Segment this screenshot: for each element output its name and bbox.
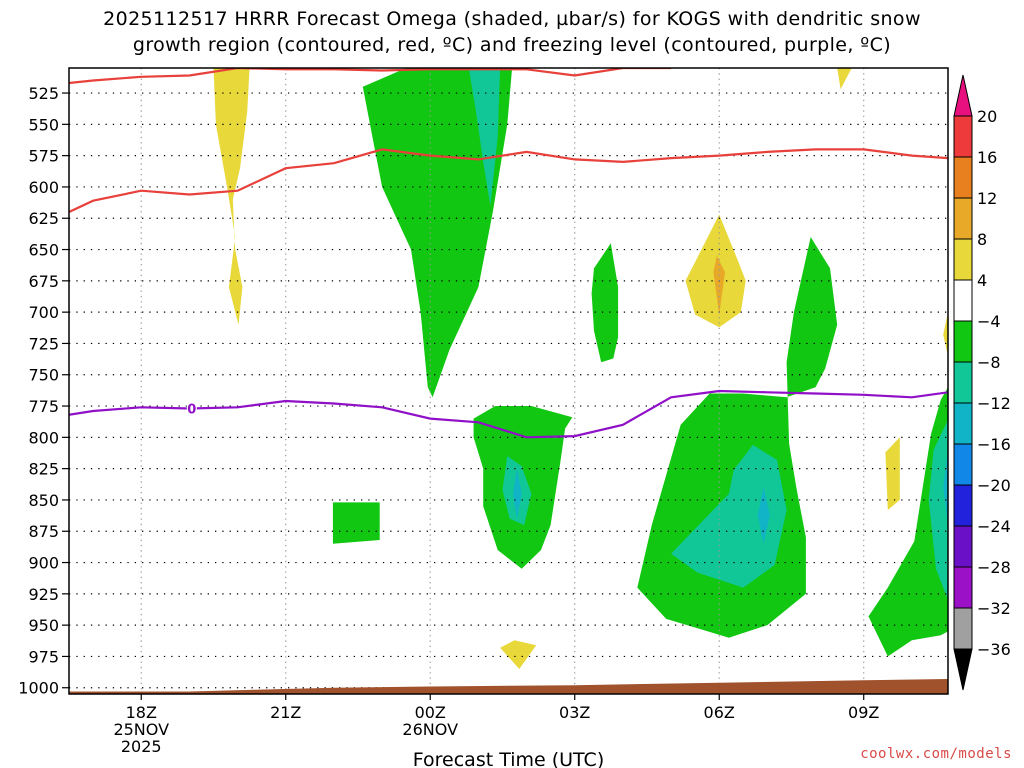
colorbar-swatch-12: [953, 566, 973, 609]
omega-contour--8: [468, 68, 501, 206]
colorbar-label-8: −16: [977, 435, 1011, 454]
omega-contour-4: [213, 68, 250, 325]
omega-contour--4: [362, 68, 513, 398]
colorbar-swatch-top: [953, 74, 973, 117]
colorbar-swatch-10: [953, 484, 973, 527]
omega-contour--12: [513, 468, 522, 519]
omega-contour-4: [885, 437, 900, 510]
colorbar-swatch-bottom: [953, 648, 973, 691]
colorbar-label-5: −4: [977, 312, 1001, 331]
omega-contour-4: [837, 68, 852, 90]
y-tick-label-1000: 1000: [18, 679, 59, 698]
x-tick-year-18Z: 2025: [121, 737, 162, 756]
y-axis: 525 550 575 600 625 650 675 700 725 750 775 800 825 8…: [18, 84, 69, 698]
y-tick-label-800: 800: [28, 428, 59, 447]
colorbar-swatch-13: [953, 607, 973, 650]
contour-lines: 0: [69, 68, 948, 694]
colorbar-label-7: −12: [977, 394, 1011, 413]
omega-fields: [213, 68, 948, 669]
terrain-fill: [69, 679, 948, 694]
colorbar-label-12: −32: [977, 599, 1011, 618]
colorbar-label-4: 4: [977, 271, 987, 290]
y-tick-label-900: 900: [28, 554, 59, 573]
colorbar-label-11: −28: [977, 558, 1011, 577]
colorbar-swatch-9: [953, 443, 973, 486]
y-tick-label-600: 600: [28, 178, 59, 197]
colorbar-swatch-4: [953, 238, 973, 281]
colorbar-swatch-1: [953, 115, 973, 158]
x-tick-date-00Z: 26NOV: [402, 720, 458, 739]
freezing-level-line: [69, 389, 948, 439]
x-tick-label-18Z: 18Z: [126, 703, 157, 722]
dendritic-zone-lower-line: [69, 148, 948, 213]
x-tick-label-03Z: 03Z: [559, 703, 590, 722]
omega-contour-4: [943, 312, 948, 356]
y-tick-label-700: 700: [28, 303, 59, 322]
chart-title-line1: 2025112517 HRRR Forecast Omega (shaded, …: [103, 8, 921, 30]
colorbar-swatch-3: [953, 197, 973, 240]
colorbar-label-6: −8: [977, 353, 1001, 372]
chart-title: 2025112517 HRRR Forecast Omega (shaded, …: [0, 6, 1024, 58]
colorbar-swatch-5: [953, 279, 973, 322]
colorbar-label-10: −24: [977, 517, 1011, 536]
y-tick-label-525: 525: [28, 84, 59, 103]
gridlines: [69, 92, 948, 689]
omega-contour--8: [928, 419, 948, 601]
omega-contour--8: [671, 444, 787, 588]
y-tick-label-775: 775: [28, 397, 59, 416]
colorbar-label-13: −36: [977, 640, 1011, 659]
omega-contour--4: [868, 387, 948, 657]
x-axis-label: Forecast Time (UTC): [413, 749, 604, 768]
dendritic-zone-upper-line: [69, 68, 672, 85]
y-tick-label-875: 875: [28, 522, 59, 541]
colorbar-label-0: 20: [977, 107, 997, 126]
omega-contour-8: [713, 255, 725, 315]
omega-contour-4: [500, 640, 537, 669]
colorbar-swatch-2: [953, 156, 973, 199]
x-tick-label-06Z: 06Z: [704, 703, 735, 722]
colorbar-swatch-7: [953, 361, 973, 404]
credit-text: coolwx.com/models: [860, 746, 1012, 762]
y-tick-label-750: 750: [28, 366, 59, 385]
x-tick-label-09Z: 09Z: [848, 703, 879, 722]
x-tick-label-00Z: 00Z: [415, 703, 446, 722]
colorbar: 20 16 12 8 4 −4 −8 −12 −16 −20 −24 −28 −32 −36: [953, 74, 1011, 691]
colorbar-swatch-11: [953, 525, 973, 568]
colorbar-swatch-6: [953, 320, 973, 363]
freezing-label-bg: [186, 401, 197, 415]
y-tick-label-725: 725: [28, 334, 59, 353]
colorbar-label-3: 8: [977, 230, 987, 249]
y-tick-label-825: 825: [28, 460, 59, 479]
plot-frame: [68, 67, 949, 695]
omega-contour--4: [332, 502, 380, 544]
gridlines-x: [140, 68, 865, 694]
colorbar-label-9: −20: [977, 476, 1011, 495]
omega-contour--12: [757, 487, 770, 544]
y-tick-label-950: 950: [28, 616, 59, 635]
x-tick-label-21Z: 21Z: [270, 703, 301, 722]
omega-contour--4: [591, 243, 619, 363]
y-tick-label-975: 975: [28, 647, 59, 666]
omega-contour--12: [943, 449, 948, 525]
y-tick-label-575: 575: [28, 147, 59, 166]
y-tick-label-650: 650: [28, 241, 59, 260]
y-tick-label-925: 925: [28, 585, 59, 604]
colorbar-swatch-8: [953, 402, 973, 445]
freezing-level-label: 0: [187, 403, 196, 418]
y-tick-label-550: 550: [28, 115, 59, 134]
y-tick-label-675: 675: [28, 272, 59, 291]
chart-title-line2: growth region (contoured, red, ºC) and f…: [132, 34, 892, 56]
y-tick-label-850: 850: [28, 491, 59, 510]
x-tick-date-18Z: 25NOV: [113, 720, 169, 739]
y-tick-label-625: 625: [28, 209, 59, 228]
colorbar-label-1: 16: [977, 148, 997, 167]
colorbar-label-2: 12: [977, 189, 997, 208]
